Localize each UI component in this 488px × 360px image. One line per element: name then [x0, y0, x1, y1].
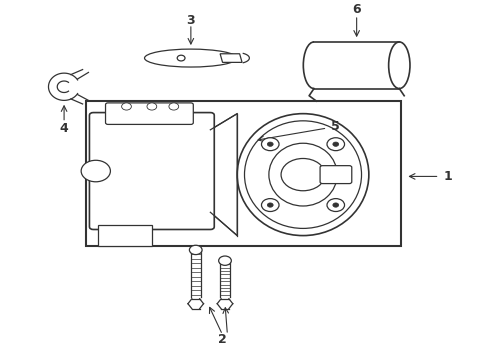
- Ellipse shape: [237, 114, 368, 235]
- Text: 4: 4: [60, 122, 68, 135]
- FancyBboxPatch shape: [320, 166, 351, 184]
- Circle shape: [218, 256, 231, 265]
- Circle shape: [122, 103, 131, 110]
- FancyBboxPatch shape: [89, 113, 214, 229]
- Text: 6: 6: [352, 3, 360, 16]
- Circle shape: [326, 138, 344, 150]
- Circle shape: [147, 103, 157, 110]
- Circle shape: [326, 199, 344, 212]
- Bar: [86, 101, 400, 246]
- Circle shape: [168, 103, 178, 110]
- Ellipse shape: [268, 143, 336, 206]
- FancyBboxPatch shape: [105, 103, 193, 125]
- Text: 5: 5: [330, 121, 339, 134]
- Text: 1: 1: [443, 170, 451, 183]
- Ellipse shape: [144, 49, 237, 67]
- Circle shape: [332, 203, 338, 207]
- Circle shape: [281, 158, 325, 191]
- Circle shape: [267, 203, 273, 207]
- Circle shape: [261, 199, 279, 212]
- Bar: [98, 225, 152, 246]
- Circle shape: [261, 138, 279, 150]
- Circle shape: [189, 245, 202, 255]
- Circle shape: [267, 142, 273, 147]
- Ellipse shape: [388, 42, 409, 89]
- Circle shape: [81, 160, 110, 182]
- Text: 3: 3: [186, 14, 195, 27]
- Polygon shape: [210, 114, 237, 235]
- Text: 2: 2: [218, 333, 226, 346]
- Circle shape: [177, 55, 184, 61]
- Circle shape: [332, 142, 338, 147]
- Polygon shape: [220, 54, 242, 62]
